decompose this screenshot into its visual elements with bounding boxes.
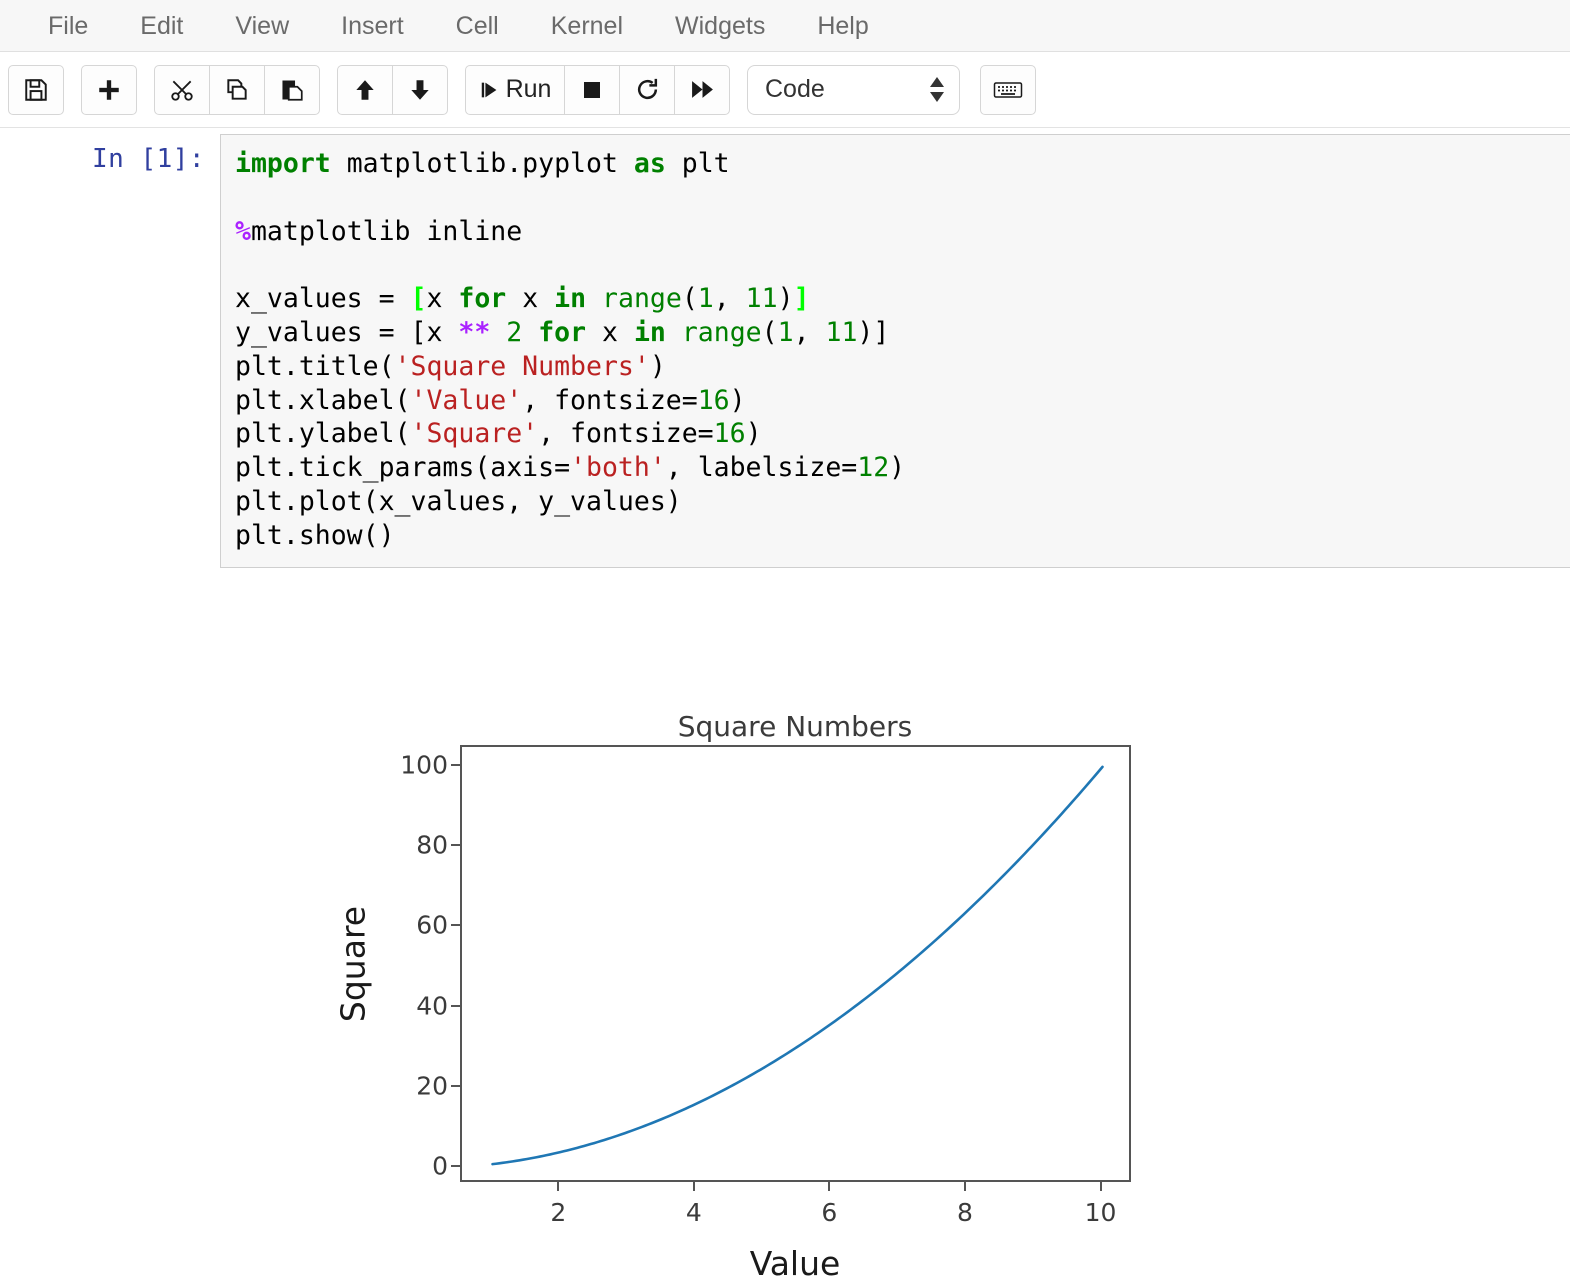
y-tick-mark <box>451 924 460 927</box>
line-series <box>491 765 1104 1166</box>
paste-button[interactable] <box>264 64 320 115</box>
menu-list: File Edit View Insert Cell Kernel Widget… <box>0 0 1570 52</box>
x-tick-label: 4 <box>685 1198 702 1227</box>
x-tick-mark <box>557 1182 560 1191</box>
y-tick-label: 40 <box>416 991 448 1021</box>
x-tick-label: 6 <box>821 1198 838 1227</box>
input-prompt: In [1]: <box>92 144 206 174</box>
arrow-down-icon <box>407 77 433 103</box>
y-tick-mark <box>451 763 460 766</box>
y-tick-mark <box>451 844 460 847</box>
keyboard-icon <box>993 79 1023 101</box>
x-tick-mark <box>828 1182 831 1191</box>
y-tick-mark <box>451 1084 460 1087</box>
menu-item-widgets[interactable]: Widgets <box>675 12 766 40</box>
stop-button[interactable] <box>564 64 620 115</box>
stop-icon <box>580 78 604 102</box>
code-source: import matplotlib.pyplot as plt %matplot… <box>235 148 906 551</box>
x-tick-label: 10 <box>1084 1198 1117 1227</box>
save-button[interactable] <box>8 64 64 115</box>
copy-button[interactable] <box>209 64 265 115</box>
move-down-button[interactable] <box>392 64 448 115</box>
restart-run-all-button[interactable] <box>674 64 730 115</box>
y-axis-label: Square <box>333 905 373 1023</box>
toolbar: Run Code <box>0 52 1570 128</box>
menu-item-help[interactable]: Help <box>817 12 869 40</box>
menu-item-edit[interactable]: Edit <box>140 12 184 40</box>
command-palette-button[interactable] <box>980 64 1036 115</box>
menu-item-kernel[interactable]: Kernel <box>550 12 624 40</box>
menu-item-insert[interactable]: Insert <box>341 12 404 40</box>
y-tick-label: 80 <box>416 830 448 860</box>
x-tick-mark <box>1099 1182 1102 1191</box>
cell-output: Square Numbers Square Value 0 20 40 60 80 100… <box>0 568 1570 1283</box>
x-axis-label: Value <box>749 1244 841 1283</box>
x-tick-label: 2 <box>550 1198 567 1227</box>
toolbar-group-keyboard <box>980 64 1036 115</box>
run-button[interactable]: Run <box>465 64 565 115</box>
cut-icon <box>169 77 195 103</box>
menu-item-cell[interactable]: Cell <box>455 12 499 40</box>
copy-icon <box>224 77 250 103</box>
restart-kernel-icon <box>635 77 660 102</box>
y-tick-label: 100 <box>400 750 448 780</box>
cell-type-select[interactable]: Code <box>747 64 960 115</box>
save-icon <box>23 77 49 103</box>
cell-type-value: Code <box>765 75 825 103</box>
add-cell-icon <box>96 77 122 103</box>
run-label: Run <box>505 75 552 103</box>
x-tick-mark <box>963 1182 966 1191</box>
toolbar-group-move <box>337 64 448 115</box>
menu-item-view[interactable]: View <box>235 12 290 40</box>
run-icon <box>479 79 501 101</box>
notebook-container: In [1]: import matplotlib.pyplot as plt … <box>0 128 1570 1283</box>
y-tick-mark <box>451 1004 460 1007</box>
fast-forward-icon <box>690 77 715 102</box>
matplotlib-figure: Square Numbers Square Value 0 20 40 60 80 100… <box>115 568 1245 1283</box>
restart-kernel-button[interactable] <box>619 64 675 115</box>
chevron-updown-icon <box>929 77 945 102</box>
x-tick-label: 8 <box>956 1198 973 1227</box>
toolbar-group-edit <box>154 64 320 115</box>
toolbar-group-insert <box>81 64 137 115</box>
add-cell-button[interactable] <box>81 64 137 115</box>
paste-icon <box>279 77 305 103</box>
chart-plot-area <box>460 745 1131 1182</box>
chart-title: Square Numbers <box>677 710 913 743</box>
arrow-up-icon <box>352 77 378 103</box>
cut-button[interactable] <box>154 64 210 115</box>
menu-item-file[interactable]: File <box>48 12 89 40</box>
y-tick-label: 0 <box>432 1151 448 1181</box>
y-tick-label: 20 <box>416 1071 448 1101</box>
toolbar-group-run: Run <box>465 64 730 115</box>
toolbar-group-save <box>8 64 64 115</box>
y-tick-label: 60 <box>416 910 448 940</box>
x-tick-mark <box>692 1182 695 1191</box>
menu-bar: File Edit View Insert Cell Kernel Widget… <box>0 0 1570 52</box>
move-up-button[interactable] <box>337 64 393 115</box>
y-tick-mark <box>451 1165 460 1168</box>
code-editor[interactable]: import matplotlib.pyplot as plt %matplot… <box>220 134 1570 568</box>
